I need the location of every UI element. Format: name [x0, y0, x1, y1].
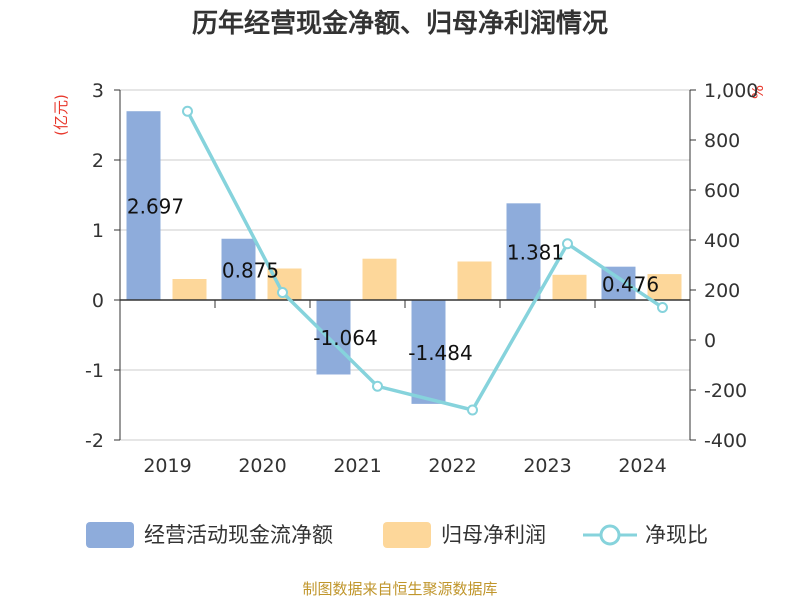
legend-swatch-ratio-marker[interactable]: [599, 524, 621, 546]
ratio-point-2024: [657, 302, 668, 313]
bar-profit-2021: [362, 258, 397, 300]
bar-profit-2022: [457, 261, 492, 300]
x-tick-label-2019: 2019: [143, 455, 191, 477]
ratio-point-2021: [372, 380, 383, 392]
data-label-cashflow-2020: 0.875: [222, 258, 279, 282]
ratio-point-2023: [562, 238, 573, 250]
data-label-cashflow-2024: 0.476: [602, 272, 659, 296]
y-left-tick-label: 0: [92, 290, 104, 312]
bar-profit-2023: [552, 274, 587, 300]
legend: 经营活动现金流净额 归母净利润 净现比: [86, 522, 708, 548]
x-tick-label-2023: 2023: [523, 455, 571, 477]
y-left-tick-label: 3: [92, 80, 104, 102]
bar-cashflow-2019: [126, 111, 161, 301]
y-left-tick-label: -1: [85, 360, 104, 382]
legend-label-ratio[interactable]: 净现比: [645, 523, 708, 547]
ratio-point-2019: [182, 105, 193, 117]
bar-cashflow-2020: [221, 238, 256, 300]
ratio-point-2022: [467, 404, 478, 416]
source-note: 制图数据来自恒生聚源数据库: [302, 580, 497, 598]
bar-profit-2024: [647, 274, 682, 300]
y-right-tick-label: -200: [704, 380, 747, 402]
data-labels: 2.697 0.875 -1.064 -1.484 1.381 0.476: [127, 195, 659, 365]
data-label-cashflow-2019: 2.697: [127, 195, 184, 219]
y-right-tick-label: 400: [704, 230, 740, 252]
y-right-tick-label: 800: [704, 130, 740, 152]
right-axis-unit: %: [749, 85, 767, 99]
data-label-cashflow-2021: -1.064: [313, 326, 377, 350]
bars: [126, 111, 682, 404]
y-right-tick-label: 600: [704, 180, 740, 202]
chart-title: 历年经营现金净额、归母净利润情况: [192, 8, 608, 39]
bar-profit-2019: [172, 279, 207, 300]
ratio-point-2020: [277, 287, 288, 298]
x-tick-label-2024: 2024: [618, 455, 666, 477]
x-tick-label-2022: 2022: [428, 455, 476, 477]
legend-swatch-cashflow[interactable]: [86, 522, 134, 548]
left-axis-unit: (亿元): [52, 94, 70, 136]
grid-lines: [120, 89, 690, 441]
tick-labels: 3 2 1 0 -1 -2 1,000 800 600 400 200 0 -200 -400 2019 20…: [85, 80, 758, 477]
x-tick-label-2020: 2020: [238, 455, 286, 477]
data-label-cashflow-2023: 1.381: [507, 241, 564, 265]
data-label-cashflow-2022: -1.484: [408, 341, 472, 365]
bar-cashflow-2022: [411, 300, 446, 404]
axes: [114, 89, 696, 441]
ratio-line: [182, 105, 668, 416]
y-right-tick-label: -400: [704, 430, 747, 452]
y-right-tick-label: 0: [704, 330, 716, 352]
y-left-tick-label: 1: [92, 220, 104, 242]
y-left-tick-label: -2: [85, 430, 104, 452]
y-right-tick-label: 1,000: [704, 80, 758, 102]
legend-label-cashflow[interactable]: 经营活动现金流净额: [144, 523, 333, 547]
y-right-tick-label: 200: [704, 280, 740, 302]
y-left-tick-label: 2: [92, 150, 104, 172]
legend-label-profit[interactable]: 归母净利润: [441, 523, 546, 547]
bar-cashflow-2021: [316, 300, 351, 375]
bar-cashflow-2023: [506, 203, 541, 300]
ratio-series-line: [185, 110, 664, 412]
x-tick-label-2021: 2021: [333, 455, 381, 477]
legend-swatch-profit[interactable]: [383, 522, 431, 548]
